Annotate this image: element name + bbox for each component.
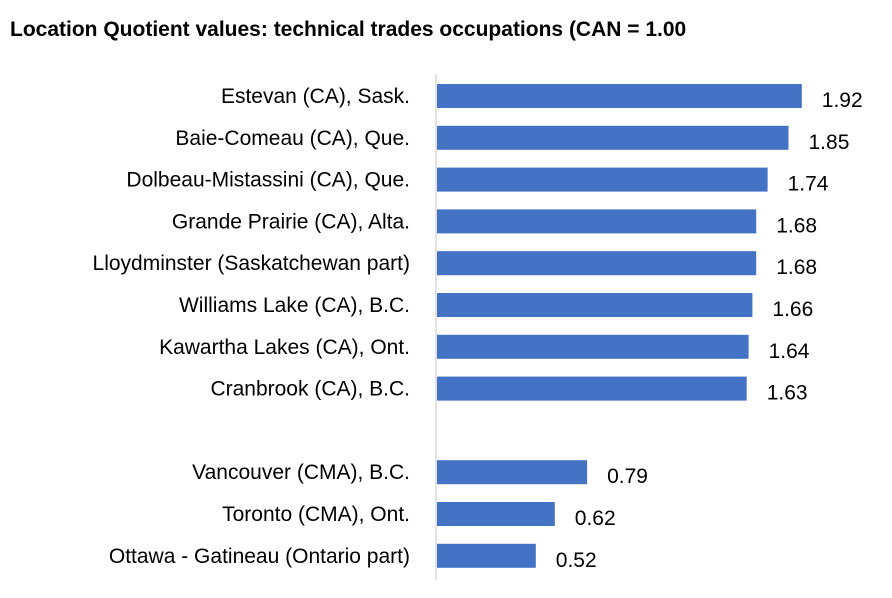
bar bbox=[437, 460, 588, 485]
category-label: Dolbeau-Mistassini (CA), Que. bbox=[126, 169, 410, 192]
value-label: 1.68 bbox=[776, 214, 817, 237]
category-labels-group: Estevan (CA), Sask. Baie-Comeau (CA), Que… bbox=[93, 85, 410, 568]
category-label: Cranbrook (CA), B.C. bbox=[210, 378, 410, 401]
value-label: 1.64 bbox=[769, 340, 810, 363]
value-labels-group: 1.92 1.85 1.74 1.68 1.68 1.66 1.64 1.63 0.79 0.62… bbox=[556, 89, 863, 572]
bar bbox=[437, 293, 753, 317]
chart-title: Location Quotient values: technical trad… bbox=[10, 18, 687, 41]
bar bbox=[437, 209, 757, 234]
bar bbox=[437, 167, 768, 192]
category-label: Lloydminster (Saskatchewan part) bbox=[93, 252, 410, 275]
value-label: 1.92 bbox=[822, 89, 863, 112]
category-label: Ottawa - Gatineau (Ontario part) bbox=[109, 545, 410, 568]
value-label: 0.62 bbox=[575, 507, 616, 530]
category-label: Grande Prairie (CA), Alta. bbox=[172, 210, 410, 233]
category-label: Vancouver (CMA), B.C. bbox=[192, 461, 410, 484]
category-label: Toronto (CMA), Ont. bbox=[222, 503, 410, 526]
bar bbox=[437, 502, 555, 526]
value-label: 0.52 bbox=[556, 549, 597, 572]
category-label: Baie-Comeau (CA), Que. bbox=[175, 127, 410, 150]
value-label: 1.74 bbox=[788, 173, 829, 196]
bars-group bbox=[437, 84, 802, 568]
value-label: 1.66 bbox=[772, 298, 813, 321]
bar bbox=[437, 376, 747, 401]
bar bbox=[437, 125, 789, 150]
category-label: Estevan (CA), Sask. bbox=[221, 85, 410, 108]
bar bbox=[437, 543, 536, 568]
category-label: Williams Lake (CA), B.C. bbox=[179, 294, 410, 317]
bar bbox=[437, 334, 749, 359]
bar bbox=[437, 84, 802, 108]
value-label: 1.63 bbox=[767, 382, 808, 405]
bar bbox=[437, 251, 757, 276]
value-label: 1.85 bbox=[809, 131, 850, 154]
category-label: Kawartha Lakes (CA), Ont. bbox=[159, 336, 410, 359]
value-label: 0.79 bbox=[607, 465, 648, 488]
value-label: 1.68 bbox=[776, 256, 817, 279]
